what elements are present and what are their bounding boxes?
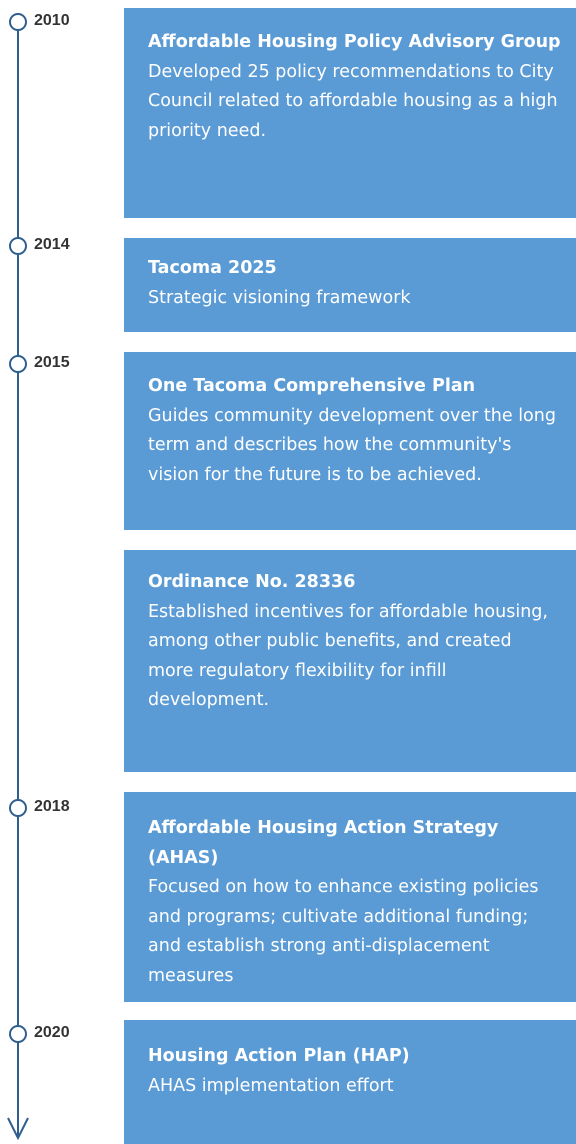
timeline-axis bbox=[7, 13, 29, 1141]
event-description: Established incentives for affordable ho… bbox=[148, 601, 548, 711]
event-description: Strategic visioning framework bbox=[148, 287, 411, 308]
event-card: Affordable Housing Policy Advisory Group… bbox=[124, 8, 576, 218]
year-label: 2018 bbox=[34, 798, 70, 815]
event-card: Housing Action Plan (HAP) AHAS implement… bbox=[124, 1020, 576, 1144]
year-marker bbox=[9, 355, 27, 373]
event-title: Housing Action Plan (HAP) bbox=[148, 1046, 410, 1066]
event-card: Affordable Housing Action Strategy (AHAS… bbox=[124, 792, 576, 1002]
year-marker bbox=[9, 13, 27, 31]
axis-arrow bbox=[7, 1117, 29, 1141]
year-label: 2020 bbox=[34, 1024, 70, 1041]
event-title: Affordable Housing Policy Advisory Group bbox=[148, 32, 561, 52]
year-marker bbox=[9, 1025, 27, 1043]
event-title: Affordable Housing Action Strategy (AHAS… bbox=[148, 818, 499, 868]
year-marker bbox=[9, 799, 27, 817]
year-label: 2015 bbox=[34, 354, 70, 371]
event-title: One Tacoma Comprehensive Plan bbox=[148, 376, 476, 396]
event-card: Tacoma 2025 Strategic visioning framewor… bbox=[124, 238, 576, 332]
event-card: Ordinance No. 28336 Established incentiv… bbox=[124, 550, 576, 772]
event-description: Focused on how to enhance existing polic… bbox=[148, 877, 539, 986]
event-description: AHAS implementation effort bbox=[148, 1075, 394, 1096]
event-card: One Tacoma Comprehensive Plan Guides com… bbox=[124, 352, 576, 530]
year-label: 2010 bbox=[34, 12, 70, 29]
event-title: Tacoma 2025 bbox=[148, 258, 277, 278]
year-marker bbox=[9, 237, 27, 255]
year-label: 2014 bbox=[34, 236, 70, 253]
event-description: Developed 25 policy recommendations to C… bbox=[148, 61, 558, 141]
event-title: Ordinance No. 28336 bbox=[148, 572, 356, 592]
event-description: Guides community development over the lo… bbox=[148, 405, 556, 485]
